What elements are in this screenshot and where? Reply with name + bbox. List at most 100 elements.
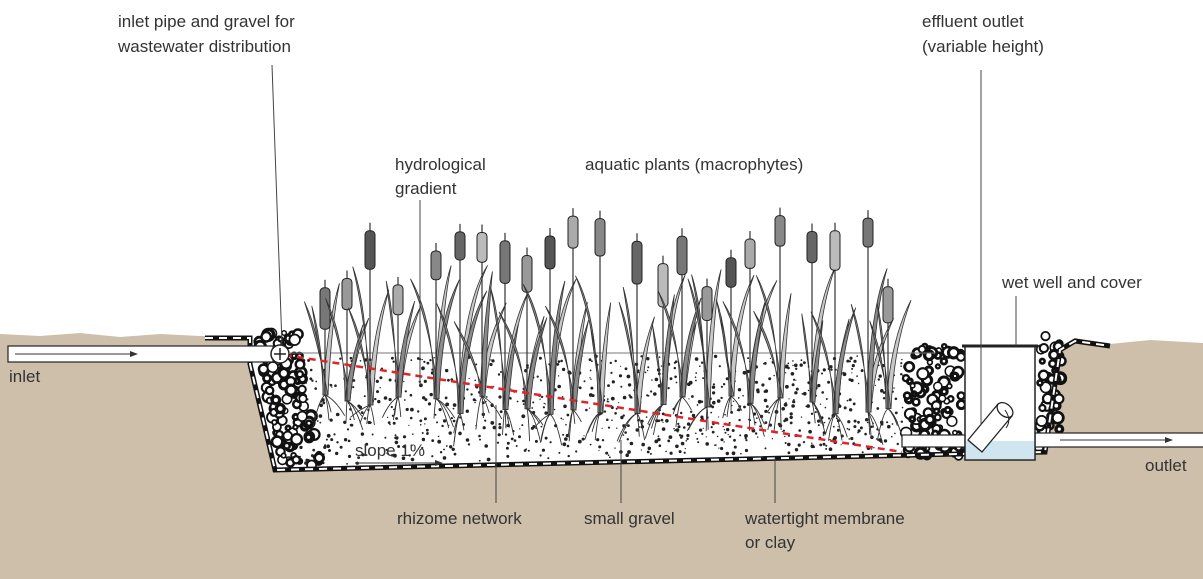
gravel (440, 451, 442, 453)
label: outlet (1145, 456, 1187, 475)
gravel (443, 449, 445, 451)
gravel (393, 361, 395, 363)
gravel (517, 401, 519, 403)
gravel (841, 444, 842, 445)
gravel (856, 355, 858, 357)
gravel (648, 447, 652, 451)
gravel (511, 438, 514, 441)
gravel (614, 412, 617, 415)
coarse-gravel (941, 358, 947, 364)
gravel (568, 455, 570, 457)
gravel (374, 398, 376, 400)
coarse-gravel (947, 384, 952, 389)
gravel (768, 377, 771, 380)
gravel (314, 387, 317, 390)
gravel (498, 423, 501, 426)
gravel (619, 374, 622, 377)
gravel (469, 378, 470, 379)
gravel (431, 455, 433, 457)
gravel (680, 412, 682, 414)
gravel (795, 448, 798, 451)
gravel (798, 429, 801, 432)
coarse-gravel (905, 362, 914, 371)
coarse-gravel (952, 373, 958, 379)
gravel (755, 381, 758, 384)
gravel (825, 445, 827, 447)
gravel (446, 445, 448, 447)
gravel (699, 365, 701, 367)
gravel (742, 395, 744, 397)
gravel (616, 428, 617, 429)
gravel (421, 359, 423, 361)
gravel (545, 437, 548, 440)
coarse-gravel (925, 351, 934, 360)
gravel (838, 426, 839, 427)
gravel (701, 362, 703, 364)
gravel (331, 387, 332, 388)
gravel (449, 431, 452, 434)
gravel (591, 360, 593, 362)
gravel (424, 423, 425, 424)
gravel (403, 381, 404, 382)
cattail-head (522, 256, 532, 293)
cattail-head (830, 231, 840, 271)
gravel (443, 419, 446, 422)
gravel (900, 362, 902, 364)
gravel (879, 374, 882, 377)
gravel (348, 440, 351, 443)
gravel (516, 445, 518, 447)
gravel (710, 412, 712, 414)
gravel (768, 412, 770, 414)
gravel (805, 406, 807, 408)
coarse-gravel (299, 395, 306, 402)
gravel (429, 359, 431, 361)
gravel (674, 376, 677, 379)
gravel (560, 418, 562, 420)
gravel (348, 455, 351, 458)
gravel (310, 369, 313, 372)
gravel (705, 442, 709, 446)
gravel (326, 439, 328, 441)
gravel (535, 440, 538, 443)
gravel (602, 439, 604, 441)
gravel (696, 438, 698, 440)
gravel (857, 421, 860, 424)
cattail-head (632, 241, 642, 284)
cattail-head (775, 216, 785, 246)
gravel (478, 435, 481, 438)
label: slope 1% (355, 441, 425, 460)
gravel (824, 422, 826, 424)
gravel (725, 432, 727, 434)
gravel (403, 435, 406, 438)
gravel (757, 436, 758, 437)
gravel (765, 447, 767, 449)
gravel (393, 422, 396, 425)
gravel (532, 401, 534, 403)
gravel (892, 423, 894, 425)
coarse-gravel (957, 401, 965, 409)
gravel (726, 452, 729, 455)
gravel (372, 434, 374, 436)
gravel (454, 453, 457, 456)
cattail-head (477, 232, 487, 262)
gravel (856, 375, 858, 377)
gravel (848, 438, 850, 440)
gravel (765, 389, 769, 393)
gravel (717, 436, 719, 438)
gravel (830, 369, 832, 371)
gravel (720, 397, 722, 399)
gravel (361, 432, 364, 435)
gravel (878, 378, 880, 380)
gravel (802, 393, 804, 395)
gravel (623, 434, 625, 436)
gravel (712, 401, 716, 405)
coarse-gravel (264, 375, 271, 382)
gravel (851, 372, 852, 373)
gravel (589, 377, 590, 378)
gravel (718, 416, 719, 417)
gravel (849, 357, 852, 360)
gravel (766, 405, 769, 408)
gravel (700, 416, 703, 419)
gravel (449, 445, 452, 448)
gravel (721, 386, 723, 388)
